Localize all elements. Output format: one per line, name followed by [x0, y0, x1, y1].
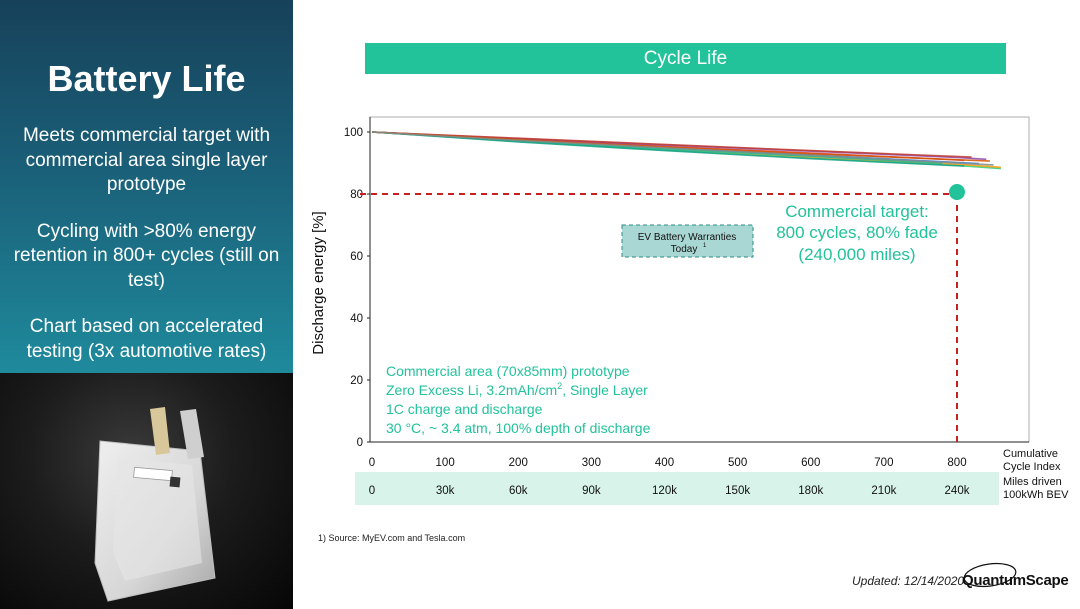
target-line-1: Commercial target:: [785, 202, 929, 221]
bullet-commercial-target: Meets commercial target with commercial …: [22, 125, 271, 195]
x-tick-label: 300: [582, 457, 601, 469]
miles-tick-label: 120k: [652, 485, 677, 497]
x-tick-label: 500: [728, 457, 747, 469]
slide-title: Battery Life: [47, 58, 246, 99]
quantumscape-logo: QuantumScape: [962, 560, 1074, 594]
miles-tick-label: 0: [369, 485, 375, 497]
footnote: 1) Source: MyEV.com and Tesla.com: [318, 533, 466, 543]
warranty-line-1: EV Battery Warranties: [638, 232, 737, 243]
warranty-box: EV Battery Warranties Today 1: [621, 224, 754, 258]
miles-axis: 0 30k 60k 90k 120k 150k 180k 210k 240k: [369, 485, 970, 497]
y-tick-label: 100: [344, 127, 363, 139]
miles-title-line-1: Miles driven: [1003, 476, 1062, 488]
x-axis-title-line-2: Cycle Index: [1003, 461, 1061, 473]
y-axis-title: Discharge energy [%]: [310, 211, 327, 354]
y-tick-label: 60: [350, 251, 363, 263]
x-tick-label: 400: [655, 457, 674, 469]
left-bullets: Meets commercial target with commercial …: [10, 124, 283, 386]
x-tick-label: 200: [509, 457, 528, 469]
x-tick-label: 800: [947, 457, 966, 469]
miles-band: [355, 472, 999, 505]
x-tick-label: 0: [369, 457, 375, 469]
battery-photo: [0, 373, 293, 609]
note-line-3: 1C charge and discharge: [386, 401, 543, 417]
x-tick-label: 100: [436, 457, 455, 469]
target-line-2: 800 cycles, 80% fade: [776, 223, 938, 242]
y-axis: 0 20 40 60 80 100 0 100 200 300 400 500 600 700 800: [344, 117, 1029, 469]
warranty-line-2: Today: [671, 244, 698, 255]
y-tick-label: 80: [350, 189, 363, 201]
miles-tick-label: 180k: [798, 485, 823, 497]
miles-tick-label: 150k: [725, 485, 750, 497]
chart-title-banner: Cycle Life: [365, 43, 1006, 74]
miles-tick-label: 60k: [509, 485, 528, 497]
updated-date: Updated: 12/14/2020: [852, 574, 965, 588]
x-axis-title-line-1: Cumulative: [1003, 448, 1058, 460]
logo-swoosh-icon: [963, 562, 1017, 588]
note-line-2: Zero Excess Li, 3.2mAh/cm2, Single Layer: [386, 381, 648, 398]
cycle-life-chart: 0 20 40 60 80 100 0 100 200 300 400 500 600 700 800 D…: [310, 116, 1069, 505]
x-tick-label: 700: [874, 457, 893, 469]
left-text-panel: Battery Life Meets commercial target wit…: [0, 0, 293, 373]
left-panel: Battery Life Meets commercial target wit…: [0, 0, 293, 609]
y-tick-label: 0: [357, 437, 363, 449]
target-guides: [360, 184, 965, 442]
battery-cell-image: [94, 407, 216, 602]
test-conditions-notes: Commercial area (70x85mm) prototype Zero…: [386, 363, 651, 436]
series-lines: [371, 131, 1001, 170]
y-tick-label: 20: [350, 375, 363, 387]
miles-tick-label: 90k: [582, 485, 601, 497]
miles-tick-label: 240k: [945, 485, 970, 497]
note-line-1: Commercial area (70x85mm) prototype: [386, 363, 630, 379]
series-line-7: [371, 131, 972, 158]
series-line-8: [371, 131, 965, 167]
plot-frame: [369, 116, 1030, 443]
warranty-superscript: 1: [703, 243, 707, 249]
target-annotation: Commercial target: 800 cycles, 80% fade …: [776, 202, 938, 264]
target-line-3: (240,000 miles): [798, 245, 915, 264]
logo-text: QuantumScape: [962, 572, 1069, 589]
miles-tick-label: 30k: [436, 485, 455, 497]
bullet-cycling: Cycling with >80% energy retention in 80…: [13, 220, 280, 291]
bullet-accelerated: Chart based on accelerated testing (3x a…: [26, 316, 267, 362]
series-line-10: [371, 131, 994, 166]
x-tick-label: 600: [801, 457, 820, 469]
miles-title-line-2: 100kWh BEV: [1003, 489, 1069, 501]
target-point: [949, 184, 965, 200]
y-tick-label: 40: [350, 313, 363, 325]
miles-tick-label: 210k: [871, 485, 896, 497]
note-line-4: 30 °C, ~ 3.4 atm, 100% depth of discharg…: [386, 420, 651, 436]
